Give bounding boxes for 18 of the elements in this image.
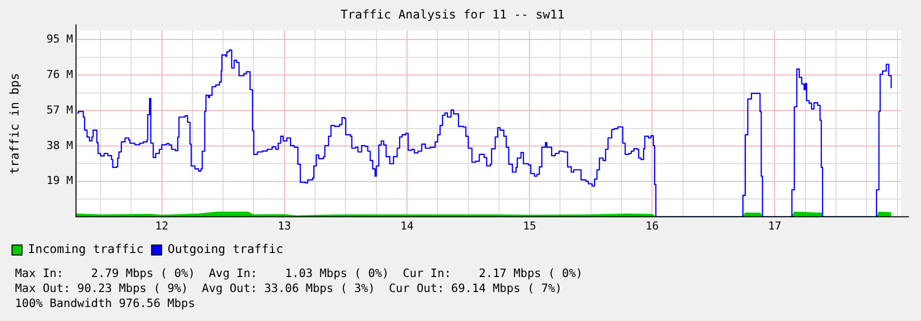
x-tick-label: 15 [522,219,536,232]
legend-label: Incoming traffic [28,242,144,256]
x-tick-label: 13 [278,219,292,232]
x-tick-label: 16 [646,219,659,232]
y-tick-label: 38 M [46,138,74,152]
y-tick-label: 57 M [46,103,74,116]
legend-label: Outgoing traffic [168,242,284,256]
y-tick-label: 95 M [46,32,74,46]
x-tick-label: 14 [400,219,414,232]
text: Max In: 2.79 Mbps ( 0%) Avg In: 1.03 Mbps ( 0%) Cur In: 2.17 Mbps ( 0%) [15,266,583,281]
text: Max Out: 90.23 Mbps ( 9%) Avg Out: 33.06 Mbps ( 3%) Cur Out: 69.14 Mbps ( 7%) [15,281,563,296]
y-tick-label: 76 M [46,68,74,81]
x-tick-label: 12 [155,219,168,232]
text: 100% Bandwidth 976.56 Mbps [15,296,196,311]
chart-title: Traffic Analysis for 11 -- sw11 [340,7,564,22]
y-tick-label: 19 M [46,174,74,188]
y-axis-title: traffic in bps [7,73,22,174]
x-tick-label: 17 [768,219,782,232]
